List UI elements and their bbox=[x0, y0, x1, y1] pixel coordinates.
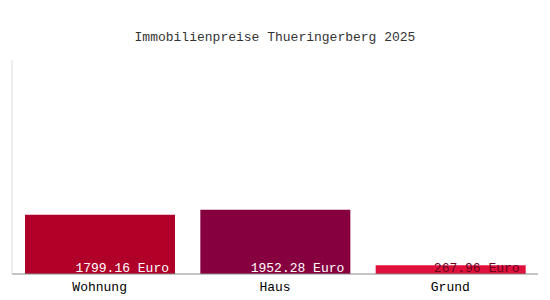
svg-text:1799.16 Euro: 1799.16 Euro bbox=[75, 261, 169, 276]
svg-text:Wohnung: Wohnung bbox=[72, 280, 127, 295]
svg-text:267.96 Euro: 267.96 Euro bbox=[434, 261, 520, 276]
svg-text:1952.28 Euro: 1952.28 Euro bbox=[251, 261, 345, 276]
svg-text:Grund: Grund bbox=[431, 280, 470, 295]
html-text:Immobilienpreise Thueringerber: Immobilienpreise Thueringerberg 2025 bbox=[134, 30, 416, 45]
svg-text:Haus: Haus bbox=[259, 280, 290, 295]
